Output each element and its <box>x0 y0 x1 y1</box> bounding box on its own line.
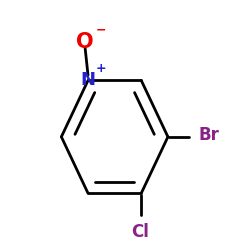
Text: N: N <box>80 72 96 90</box>
Text: −: − <box>96 24 106 37</box>
Text: O: O <box>76 32 94 52</box>
Text: Cl: Cl <box>131 223 149 241</box>
Text: +: + <box>96 62 107 75</box>
Text: Br: Br <box>199 126 220 144</box>
